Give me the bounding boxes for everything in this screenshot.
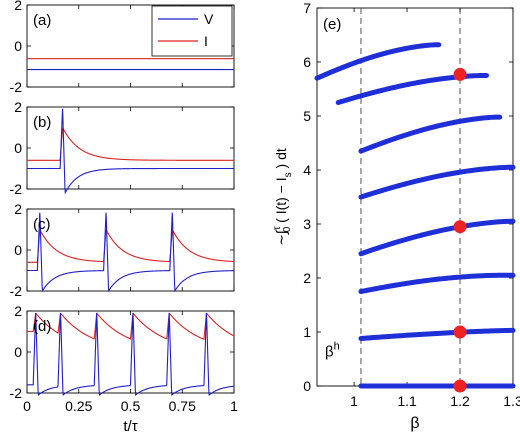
panel-e-ytick-label: 2 (303, 270, 311, 286)
panel-d-label: (d) (33, 318, 51, 335)
panel-b-ytick-label: 2 (14, 99, 22, 115)
panel-c-frame (26, 208, 235, 292)
panel-d-xtick-label: 0.75 (169, 398, 196, 414)
panel-e-xtick-label: 1.2 (450, 393, 470, 409)
panel-e-xtick-label: 1 (350, 393, 358, 409)
panel-e-red-marker-2 (453, 220, 467, 234)
legend: V I (151, 5, 233, 57)
panel-d-ytick-label: -2 (10, 385, 23, 401)
panel-e-branch-3 (358, 218, 516, 257)
panel-c-series-I (27, 229, 235, 263)
panel-e-xtick-label: 1.3 (503, 393, 520, 409)
panel-d-ytick-label: 2 (14, 303, 22, 319)
panel-e-xlabel: β (410, 415, 419, 432)
panel-b-ytick-label: 0 (14, 140, 22, 156)
panel-e-ylabel-part: ∼∫ (273, 229, 289, 246)
panel-d-ytick-label: 0 (14, 344, 22, 360)
panel-e-red-marker-1 (453, 325, 467, 339)
panel-c-ytick-label: 2 (14, 201, 22, 217)
panel-c-ytick-label: -2 (10, 283, 23, 299)
panel-e-ytick-label: 1 (303, 324, 311, 340)
panel-d-series-I (27, 312, 235, 341)
panel-e-branch-4 (358, 164, 516, 200)
panel-c-series-V (27, 212, 235, 293)
panel-e-ytick-label: 4 (303, 162, 311, 178)
panel-c-ytick-label: 0 (14, 242, 22, 258)
panel-a-ytick-label: 2 (14, 0, 22, 13)
panel-e-ylabel-part: 0 (282, 226, 293, 232)
panel-a-label: (a) (33, 12, 51, 29)
panel-e-frame (316, 7, 514, 387)
panel-d-xtick-label: 1 (230, 398, 238, 414)
panel-b-ytick-label: -2 (10, 181, 23, 197)
panel-e-ytick-label: 3 (303, 216, 311, 232)
panel-e-branch-2 (358, 272, 516, 294)
panel-d-series-V (27, 313, 235, 396)
panel-b-label: (b) (33, 114, 51, 131)
panel-e-ylabel-part: ( I(t) − I (273, 177, 289, 226)
panel-e-branch-5 (358, 114, 503, 154)
panel-e-ylabel-part: ) dt (273, 148, 289, 172)
panel-e-branch-1 (358, 327, 516, 341)
panel-d-xtick-label: 0.25 (65, 398, 92, 414)
panel-a-ytick-label: -2 (10, 79, 23, 95)
panel-e-label: (e) (323, 16, 341, 33)
panel-e-annotation-sup: h (334, 340, 340, 352)
legend-v-label: V (204, 11, 214, 27)
panel-e-ytick-label: 6 (303, 54, 311, 70)
panel-b-frame (26, 106, 235, 190)
panel-d-xtick-label: 0.5 (121, 398, 141, 414)
panel-e-ytick-label: 7 (303, 0, 311, 16)
panel-e-branch-7 (314, 42, 442, 81)
panel-c-label: (c) (33, 216, 51, 233)
panel-e-ylabel-part: s (283, 172, 294, 177)
panel-e-red-marker-3 (453, 67, 467, 81)
panel-a-ytick-label: 0 (14, 38, 22, 54)
legend-i-label: I (204, 33, 208, 49)
panel-e-red-marker-0 (453, 379, 467, 393)
panel-e-ylabel: ∼∫τ0 ( I(t) − Is ) dt (272, 148, 294, 246)
panel-e-xtick-label: 1.1 (397, 393, 417, 409)
panel-d-xlabel: t/τ (123, 418, 137, 435)
panel-b-series-V (27, 108, 234, 195)
legend-box (151, 5, 233, 57)
panel-d-xtick-label: 0 (23, 398, 31, 414)
panel-e-ytick-label: 0 (303, 378, 311, 394)
panel-e-ylabel-part: τ (272, 226, 283, 230)
panel-e-ytick-label: 5 (303, 108, 311, 124)
